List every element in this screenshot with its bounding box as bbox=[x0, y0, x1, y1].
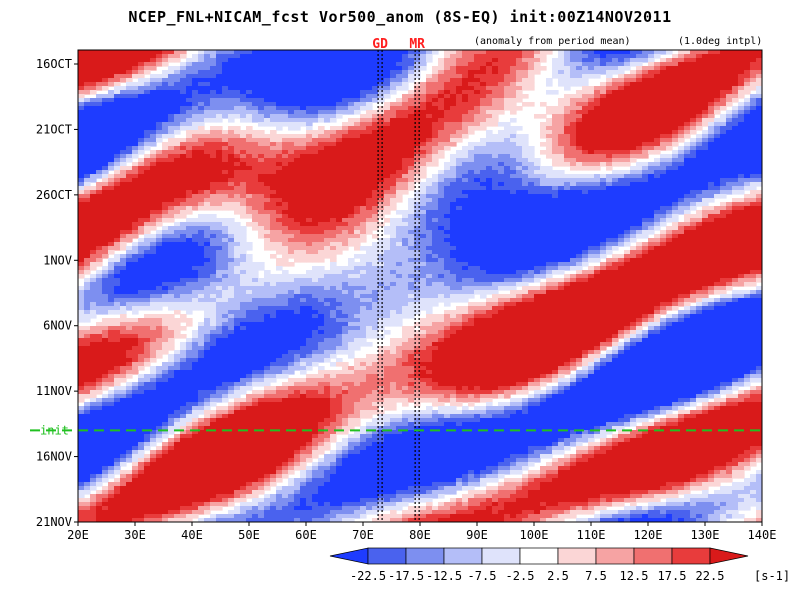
colorbar-box bbox=[633, 547, 673, 565]
colorbar-label: 17.5 bbox=[658, 569, 687, 583]
x-tick-label: 130E bbox=[691, 528, 720, 542]
x-tick-label: 90E bbox=[466, 528, 488, 542]
colorbar-box bbox=[405, 547, 445, 565]
x-tick-label: 60E bbox=[295, 528, 317, 542]
colorbar-box bbox=[557, 547, 597, 565]
y-tick-label: 16NOV bbox=[36, 450, 72, 464]
marker-label-mr: MR bbox=[409, 37, 425, 52]
x-tick-label: 100E bbox=[520, 528, 549, 542]
colorbar-label: 2.5 bbox=[547, 569, 569, 583]
y-tick-label: 6NOV bbox=[43, 319, 72, 333]
colorbar-label: -7.5 bbox=[468, 569, 497, 583]
colorbar-arrow-low bbox=[329, 547, 369, 565]
colorbar-label: 12.5 bbox=[620, 569, 649, 583]
colorbar-box bbox=[367, 547, 407, 565]
colorbar-arrow-high bbox=[709, 547, 749, 565]
x-tick-label: 80E bbox=[409, 528, 431, 542]
colorbar-label: -22.5 bbox=[350, 569, 386, 583]
colorbar-box bbox=[595, 547, 635, 565]
y-tick-label: 21NOV bbox=[36, 515, 72, 529]
y-tick-label: 26OCT bbox=[36, 188, 72, 202]
colorbar-label: -17.5 bbox=[388, 569, 424, 583]
y-tick-label: 16OCT bbox=[36, 57, 72, 71]
x-tick-label: 70E bbox=[352, 528, 374, 542]
y-tick-label: 21OCT bbox=[36, 122, 72, 136]
anomaly-note: (anomaly from period mean) bbox=[474, 36, 631, 47]
x-tick-label: 30E bbox=[124, 528, 146, 542]
x-tick-label: 110E bbox=[577, 528, 606, 542]
x-tick-label: 20E bbox=[67, 528, 89, 542]
x-tick-label: 40E bbox=[181, 528, 203, 542]
x-tick-label: 50E bbox=[238, 528, 260, 542]
init-label: init bbox=[40, 423, 69, 437]
colorbar-box bbox=[481, 547, 521, 565]
colorbar-unit: [s-1] bbox=[754, 569, 790, 583]
y-tick-label: 11NOV bbox=[36, 384, 72, 398]
colorbar-box bbox=[671, 547, 711, 565]
x-tick-label: 140E bbox=[748, 528, 777, 542]
x-tick-label: 120E bbox=[634, 528, 663, 542]
colorbar-label: 22.5 bbox=[696, 569, 725, 583]
colorbar: -22.5 -17.5 -12.5 -7.5 -2.5 2.5 7.5 12.5 17.5 22.… bbox=[329, 547, 790, 583]
colorbar-box bbox=[519, 547, 559, 565]
anomaly-field bbox=[78, 50, 762, 522]
interp-note: (1.0deg intpl) bbox=[678, 36, 763, 47]
marker-label-gd: GD bbox=[372, 37, 388, 52]
colorbar-label: -2.5 bbox=[506, 569, 535, 583]
colorbar-box bbox=[443, 547, 483, 565]
colorbar-label: 7.5 bbox=[585, 569, 607, 583]
colorbar-label: -12.5 bbox=[426, 569, 462, 583]
axis-ticks: 16OCT 21OCT 26OCT 1NOV 6NOV 11NOV 16NOV 21NOV20… bbox=[36, 57, 777, 542]
y-tick-label: 1NOV bbox=[43, 253, 72, 267]
plot-overlays: GD MR init bbox=[30, 37, 762, 522]
chart-title: NCEP_FNL+NICAM_fcst Vor500_anom (8S-EQ) … bbox=[128, 8, 672, 26]
